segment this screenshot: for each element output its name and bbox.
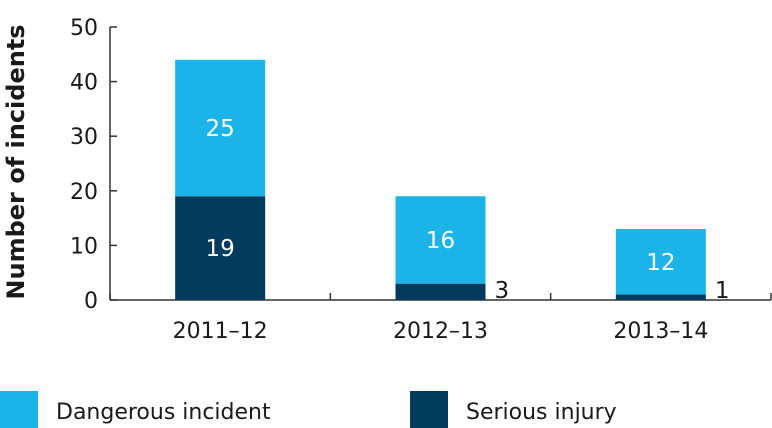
legend-swatch — [0, 391, 38, 428]
legend-entry: Dangerous incident — [0, 391, 271, 428]
data-label-dangerous-incident: 12 — [646, 250, 675, 276]
legend-entry: Serious injury — [410, 391, 617, 428]
y-tick-label: 30 — [70, 125, 98, 150]
data-label-dangerous-incident: 16 — [426, 228, 455, 254]
bar-dangerous-incident — [175, 59, 266, 197]
y-axis-label: Number of incidents — [2, 24, 30, 299]
bar-serious-injury — [615, 294, 706, 300]
y-tick-label: 20 — [70, 180, 98, 205]
y-axis: 0 10 20 30 40 50 — [70, 16, 117, 314]
data-label-serious-injury: 19 — [206, 236, 235, 262]
y-tick-label: 10 — [70, 234, 98, 259]
y-tick-label: 0 — [84, 289, 98, 314]
legend-swatch — [410, 391, 448, 428]
bar-serious-injury — [175, 196, 266, 300]
bar-dangerous-incident — [395, 196, 486, 284]
data-label-dangerous-incident: 25 — [206, 116, 235, 142]
y-tick-label: 40 — [70, 71, 98, 96]
bar-serious-injury — [395, 283, 486, 300]
x-axis: 2011–12 2012–13 2013–14 — [109, 293, 772, 344]
bars: 25 19 16 3 12 1 — [175, 59, 730, 304]
data-label-serious-injury: 1 — [715, 278, 730, 304]
legend-label: Dangerous incident — [56, 400, 271, 425]
y-tick-label: 50 — [70, 16, 98, 41]
x-category-label: 2013–14 — [613, 319, 708, 344]
x-category-label: 2012–13 — [393, 319, 488, 344]
legend-label: Serious injury — [466, 400, 617, 425]
bar-dangerous-incident — [615, 229, 706, 295]
data-label-serious-injury: 3 — [495, 278, 510, 304]
legend: Dangerous incident Serious injury — [0, 391, 617, 428]
x-category-label: 2011–12 — [173, 319, 268, 344]
